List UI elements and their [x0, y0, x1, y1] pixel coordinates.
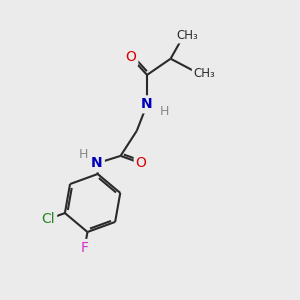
Text: N: N: [91, 156, 103, 170]
Text: H: H: [79, 148, 88, 161]
Text: O: O: [125, 50, 136, 64]
Text: H: H: [160, 105, 169, 118]
Text: CH₃: CH₃: [194, 67, 215, 80]
Text: O: O: [136, 156, 147, 170]
Text: CH₃: CH₃: [176, 29, 198, 42]
Text: N: N: [141, 98, 153, 111]
Text: Cl: Cl: [41, 212, 55, 226]
Text: F: F: [81, 241, 89, 255]
